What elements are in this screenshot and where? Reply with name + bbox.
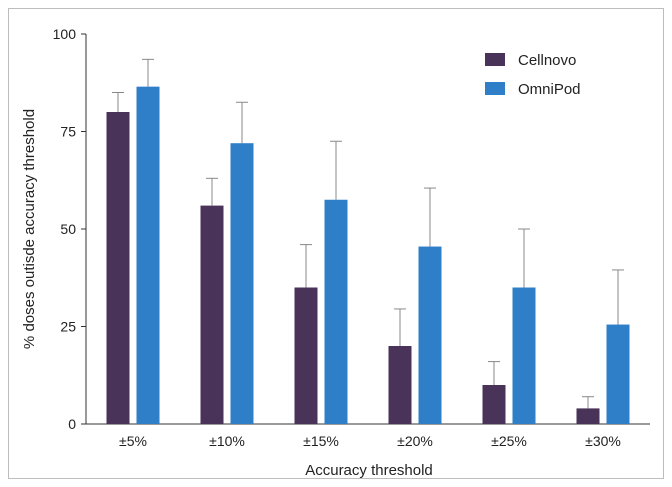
bar-omnipod [230,143,254,424]
x-tick-label: ±15% [303,433,339,449]
bar-cellnovo [294,287,318,424]
y-tick-label: 0 [68,416,76,432]
y-tick-label: 50 [60,221,76,237]
legend: Cellnovo OmniPod [485,52,581,98]
bar-omnipod [512,287,536,424]
bar-omnipod [418,246,442,424]
bar-cellnovo [200,205,224,424]
bar-cellnovo [106,112,130,424]
legend-label-cellnovo: Cellnovo [518,52,576,69]
x-tick-label: ±30% [585,433,621,449]
bar-omnipod [324,199,348,424]
legend-swatch-omnipod [485,82,505,95]
x-axis-label: Accuracy threshold [305,462,433,479]
x-tick-label: ±20% [397,433,433,449]
x-tick-label: ±10% [209,433,245,449]
chart-frame [8,8,664,479]
bar-cellnovo [482,385,506,424]
x-tick-label: ±5% [119,433,147,449]
y-tick-label: 100 [53,26,77,42]
bar-cellnovo [388,346,412,424]
bar-cellnovo [576,408,600,424]
bar-omnipod [136,86,160,425]
y-axis-label: % doses outisde accuracy threshold [21,109,38,349]
legend-swatch-cellnovo [485,53,505,66]
y-tick-label: 25 [60,319,76,335]
legend-label-omnipod: OmniPod [518,81,581,98]
bar-omnipod [606,324,630,424]
x-tick-label: ±25% [491,433,527,449]
y-tick-label: 75 [60,124,76,140]
